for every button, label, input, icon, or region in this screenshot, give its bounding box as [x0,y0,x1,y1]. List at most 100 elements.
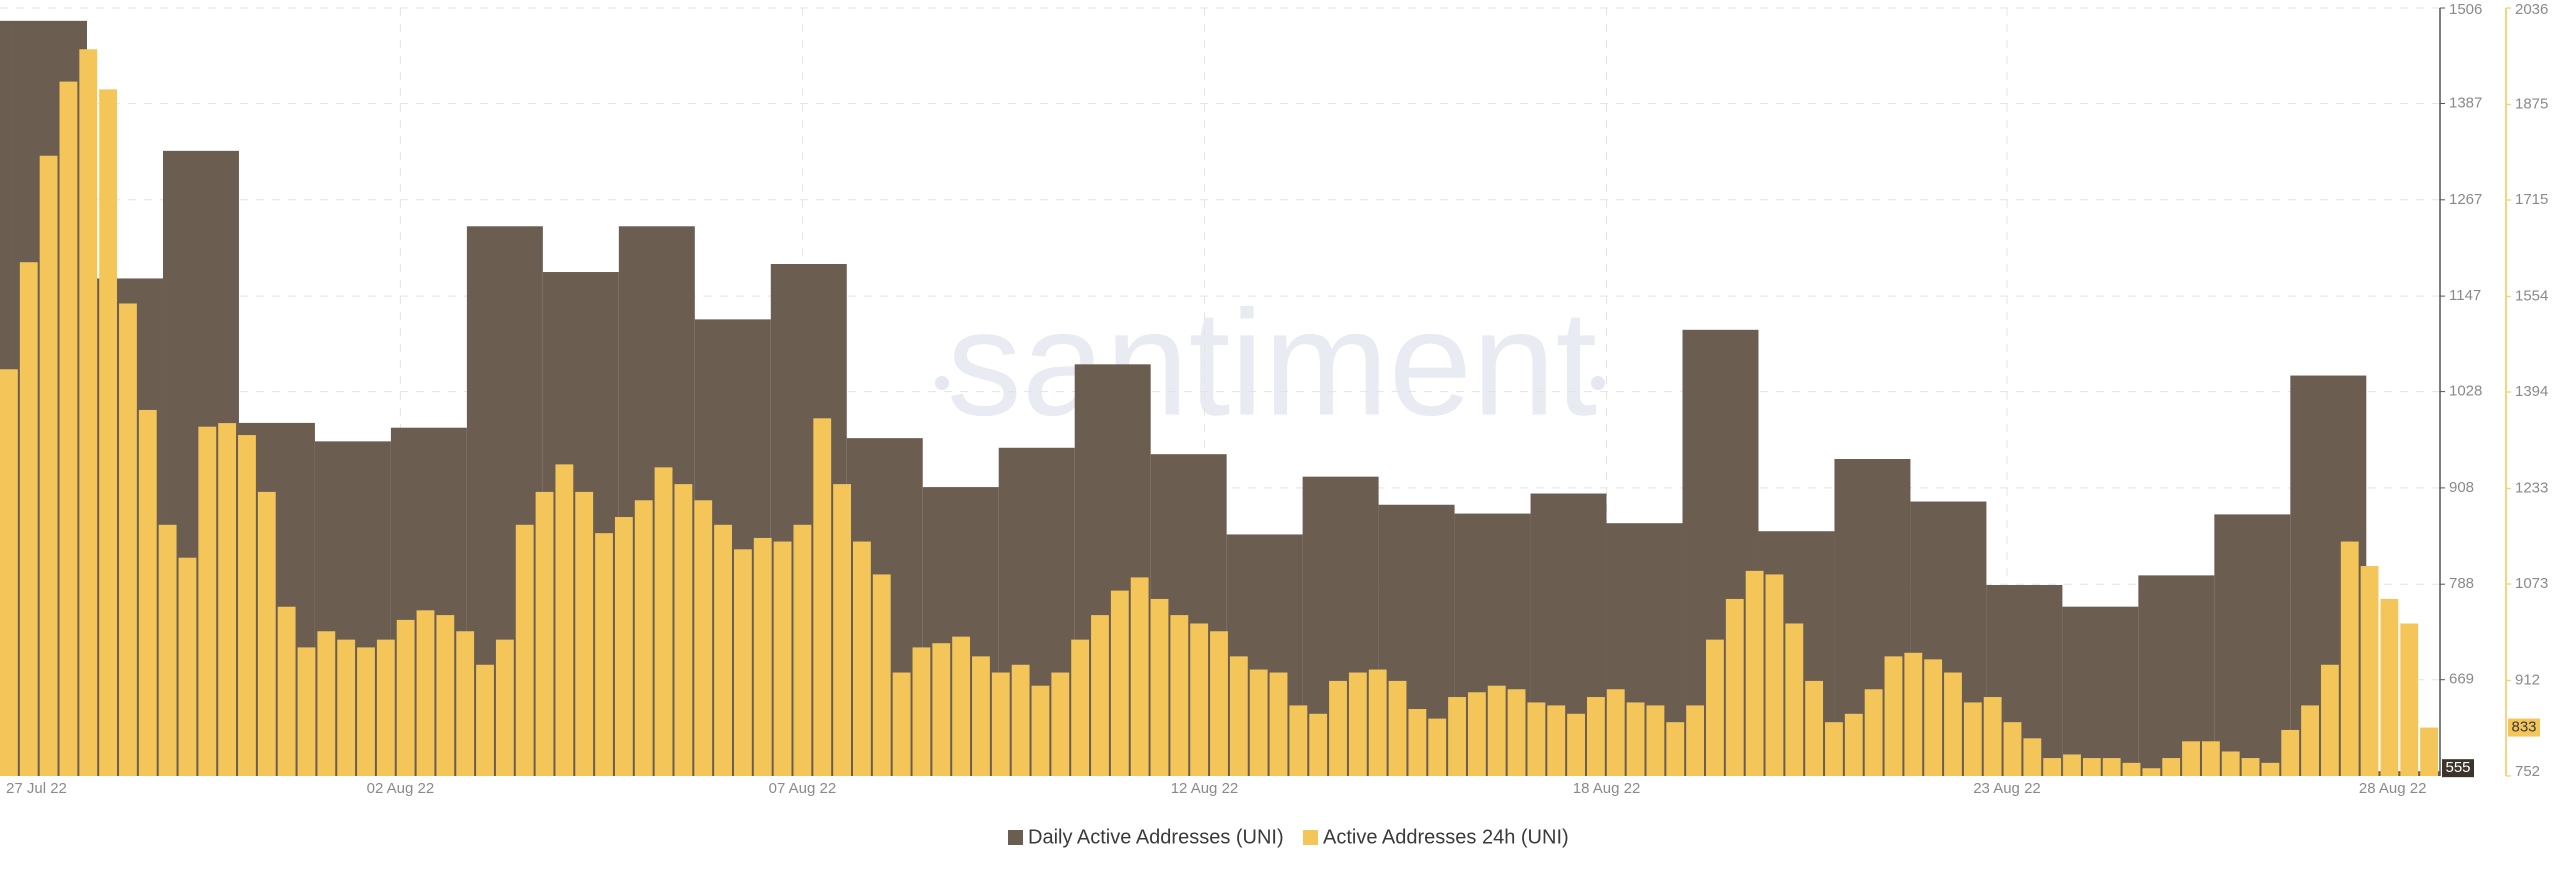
hourly-bar [2241,758,2260,776]
y-tick-label: 1267 [2449,191,2482,208]
hourly-bar [1626,702,1645,776]
legend-swatch [1008,830,1023,845]
hourly-bar [0,369,18,776]
y2-tick-label: 1233 [2515,479,2548,496]
hourly-bar [79,49,98,777]
hourly-bar [535,491,554,776]
hourly-bar [793,524,812,776]
hourly-bar [1825,722,1843,776]
last-value-badge [2442,759,2474,778]
hourly-bar [59,81,78,777]
hourly-bar [39,155,58,777]
watermark-dot [1591,376,1605,390]
x-tick-label: 12 Aug 22 [1171,780,1239,797]
hourly-bar [1229,656,1248,776]
hourly-bar [1686,705,1705,776]
hourly-bar [1924,659,1943,776]
last-value-label: 555 [2445,759,2470,776]
hourly-bar [1368,669,1387,776]
hourly-bar [2162,758,2181,776]
hourly-bar [1864,689,1883,776]
hourly-bar [1329,680,1347,776]
hourly-bar [456,631,475,776]
hourly-bar [912,647,931,776]
hourly-bar [1785,623,1804,776]
hourly-bar [1904,652,1923,776]
hourly-bar [872,574,891,776]
hourly-bar [337,639,356,776]
hourly-bar [1110,590,1129,776]
legend-label[interactable]: Daily Active Addresses (UNI) [1028,826,1284,848]
watermark: santiment [935,279,1605,447]
hourly-bar [2142,768,2161,776]
hourly-bar [1646,705,1665,776]
y2-tick-label: 1554 [2515,287,2548,304]
hourly-bar [99,89,118,776]
hourly-bar [1527,702,1546,776]
hourly-bar [733,549,752,776]
hourly-bar [2320,664,2339,776]
hourly-bar [674,484,693,776]
hourly-bar [1467,692,1486,776]
y2-tick-label: 2036 [2515,1,2548,18]
hourly-bar [1844,713,1863,776]
hourly-bar [1130,577,1149,776]
hourly-bar [634,500,653,776]
hourly-bar [575,491,594,776]
hourly-bar [515,524,534,776]
hourly-bar [357,647,375,776]
hourly-bar [694,500,713,776]
y2-tick-label: 1875 [2515,95,2548,112]
hourly-bar [1269,672,1288,776]
last-value-badge [2508,718,2540,737]
hourly-bar [1051,672,1070,776]
hourly-bar [198,426,217,776]
hourly-bar [892,672,911,776]
x-tick-label: 18 Aug 22 [1573,780,1641,797]
hourly-bar [2082,758,2101,776]
y-tick-label: 1506 [2449,1,2482,18]
hourly-bar [317,631,336,776]
hourly-bar [1428,718,1447,776]
hourly-bar [277,606,296,776]
hourly-bar [1150,598,1169,776]
hourly-bar [595,533,613,776]
hourly-bar [1309,713,1328,776]
marks [0,20,2440,777]
y2-tick-label: 1715 [2515,191,2548,208]
hourly-bar [2360,566,2379,776]
hourly-bar [813,418,832,776]
y-tick-label: 908 [2449,479,2474,496]
y-tick-label: 1147 [2449,287,2481,304]
hourly-bar [2420,727,2438,776]
hourly-bar [2182,741,2200,776]
y-tick-label: 788 [2449,575,2474,592]
hourly-bar [2003,722,2022,776]
hourly-bar [376,639,395,776]
daily-bar [2214,514,2291,776]
hourly-bar [952,636,971,776]
hourly-bar [1606,689,1625,776]
hourly-bar [853,541,871,776]
hourly-bar [1091,615,1109,776]
hourly-bar [396,619,415,776]
y2-tick-label: 912 [2515,671,2540,688]
hourly-bar [2221,751,2240,776]
y2-tick-label: 752 [2515,763,2540,780]
x-tick-label: 28 Aug 22 [2359,780,2427,797]
legend-label[interactable]: Active Addresses 24h (UNI) [1323,826,1569,848]
hourly-bar [1487,685,1506,776]
hourly-bar [218,423,237,776]
hourly-bar [972,656,990,776]
x-tick-label: 07 Aug 22 [769,780,837,797]
hourly-bar [1448,697,1466,776]
hourly-bar [138,409,157,776]
hourly-bar [1765,574,1784,776]
hourly-bar [297,647,316,776]
hourly-bar [1190,623,1209,776]
hourly-bar [1388,680,1407,776]
hourly-bar [119,303,137,776]
hourly-bar [1666,722,1685,776]
hourly-bar [1567,713,1585,776]
